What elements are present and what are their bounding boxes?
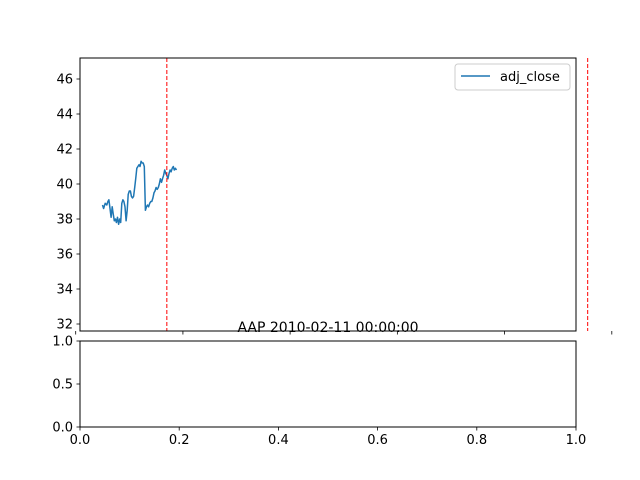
bottom-x-ticks: 0.0 0.2 0.4 0.6 0.8 1.0	[70, 427, 587, 448]
price-x-ticks	[75, 331, 613, 335]
price-y-tick-label: 42	[56, 143, 73, 158]
price-y-ticks: 32 34 36 38 40 42 44 46	[56, 73, 80, 333]
bottom-axes: AAP 2010-02-11 00:00:00 0.0 0.5 1.0 0.0 0.2…	[52, 320, 586, 448]
bottom-x-tick-label: 0.6	[367, 433, 388, 448]
price-plot-area	[101, 58, 589, 331]
bottom-y-tick-label: 0.0	[52, 421, 73, 436]
price-y-tick-label: 34	[56, 283, 73, 298]
bottom-axes-title: AAP 2010-02-11 00:00:00	[237, 320, 418, 336]
price-y-tick-label: 40	[56, 178, 73, 193]
price-y-tick-label: 44	[56, 108, 73, 123]
bottom-x-tick-label: 0.2	[169, 433, 190, 448]
legend-label: adj_close	[500, 70, 560, 85]
price-y-tick-label: 32	[56, 318, 73, 333]
price-axes-frame	[79, 57, 577, 332]
adj-close-line	[101, 160, 178, 226]
legend-box	[454, 63, 571, 91]
legend: adj_close	[454, 63, 571, 91]
bottom-y-tick-label: 0.5	[52, 378, 73, 393]
bottom-y-tick-label: 1.0	[52, 335, 73, 350]
bottom-x-tick-label: 1.0	[566, 433, 587, 448]
bottom-x-tick-label: 0.8	[466, 433, 487, 448]
price-y-tick-label: 36	[56, 248, 73, 263]
bottom-x-tick-label: 0.4	[268, 433, 289, 448]
bottom-y-ticks: 0.0 0.5 1.0	[52, 335, 80, 436]
bottom-x-tick-label: 0.0	[70, 433, 91, 448]
price-y-tick-label: 46	[56, 73, 73, 88]
price-axes: 32 34 36 38 40 42 44 46 adj_close	[56, 57, 613, 335]
price-y-tick-label: 38	[56, 213, 73, 228]
